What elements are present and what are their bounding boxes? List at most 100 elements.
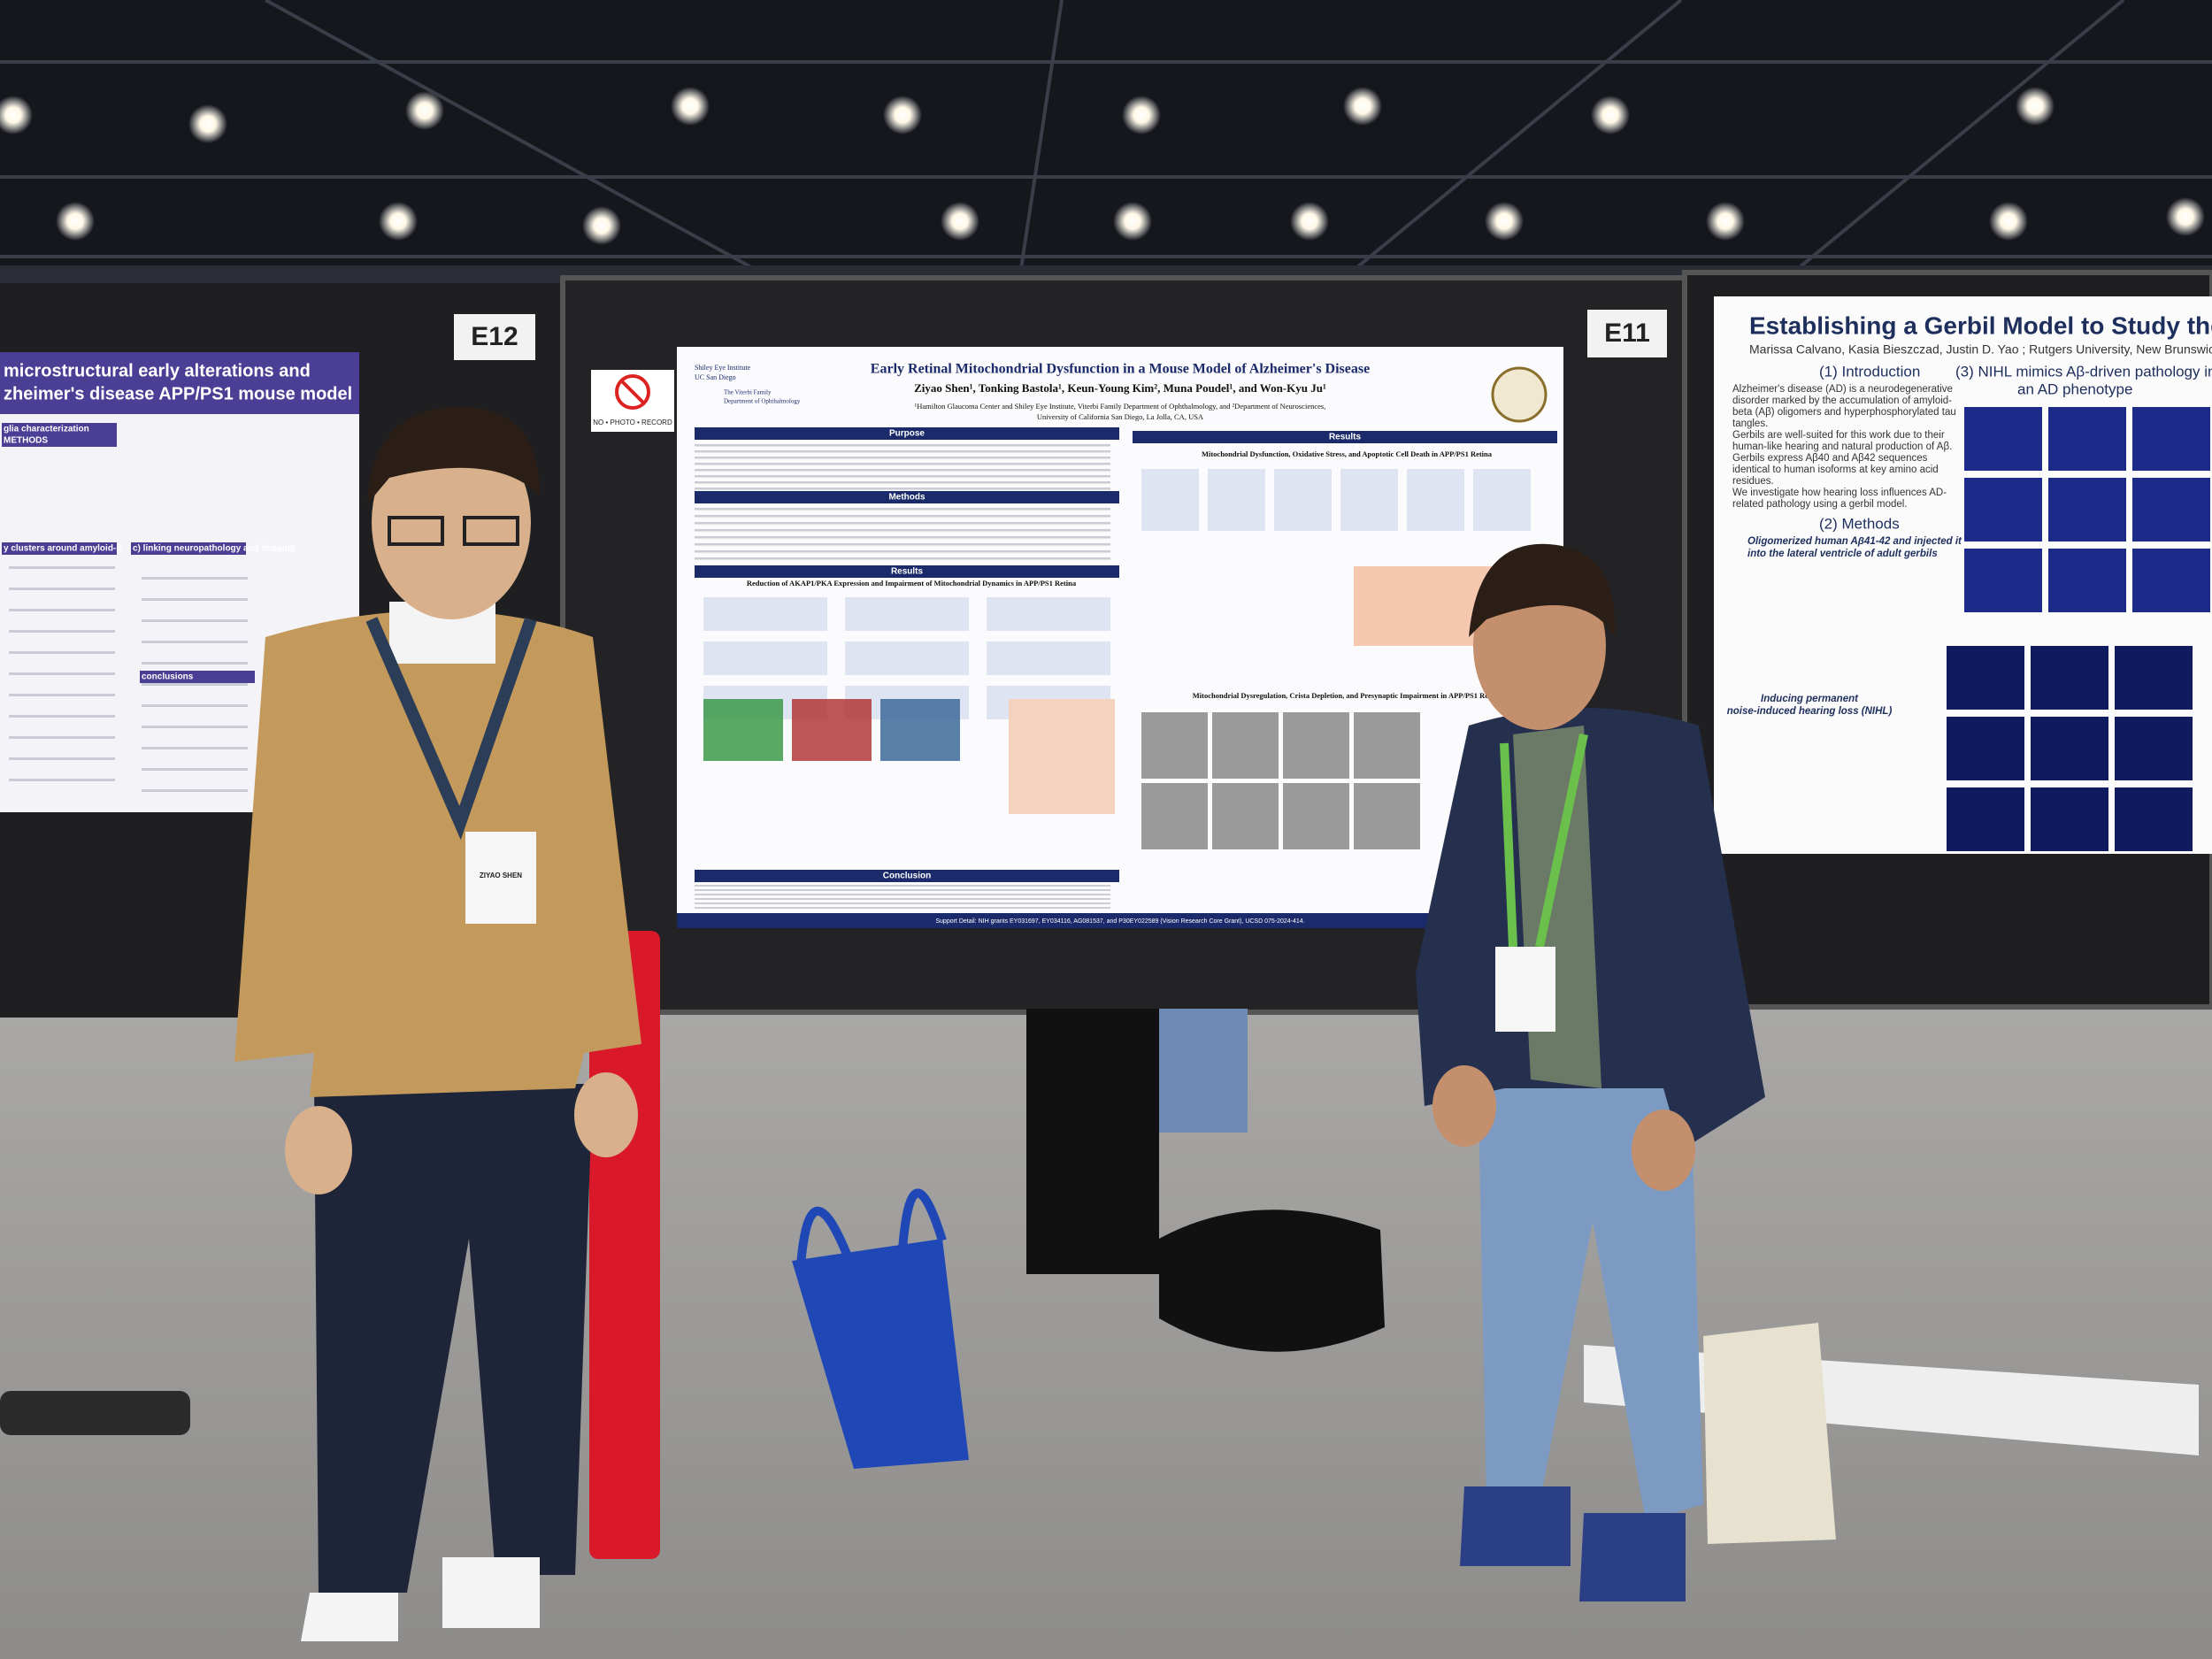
text-line bbox=[695, 522, 1110, 525]
micrograph bbox=[1947, 717, 2024, 780]
caption: Oligomerized human Aβ41-42 and injected … bbox=[1747, 536, 1962, 547]
ceiling-light bbox=[883, 96, 922, 134]
text-line bbox=[142, 641, 248, 643]
ceiling-light bbox=[0, 96, 33, 134]
section-bar bbox=[695, 870, 1119, 882]
micrograph bbox=[703, 699, 783, 761]
logo-text: Shiley Eye Institute bbox=[695, 364, 751, 372]
booth-label-bg bbox=[1587, 310, 1667, 357]
text-line bbox=[695, 457, 1110, 459]
text-line bbox=[9, 736, 115, 739]
text-line bbox=[695, 450, 1110, 453]
micrograph bbox=[880, 699, 960, 761]
text-line bbox=[9, 694, 115, 696]
background-person bbox=[1159, 1009, 1248, 1133]
micrograph bbox=[2031, 646, 2108, 710]
caption: noise-induced hearing loss (NIHL) bbox=[1727, 706, 1893, 717]
bullet-text: Alzheimer's disease (AD) is a neurodegen… bbox=[1732, 384, 1953, 395]
badge bbox=[465, 832, 536, 924]
ceiling-light bbox=[1989, 202, 2028, 241]
figure-panel bbox=[1407, 469, 1464, 531]
poster-heading: c) linking neuropathology and imaging bbox=[133, 544, 296, 554]
micrograph bbox=[1964, 549, 2042, 612]
micrograph bbox=[2048, 549, 2126, 612]
tote-bag bbox=[792, 1239, 969, 1469]
text-line bbox=[9, 651, 115, 654]
text-line bbox=[695, 536, 1110, 539]
text-line bbox=[695, 898, 1110, 900]
text-line bbox=[142, 768, 248, 771]
figure-panel bbox=[845, 597, 969, 631]
backpack bbox=[1159, 1210, 1385, 1352]
hair bbox=[367, 407, 540, 504]
badge-name: ZIYAO SHEN bbox=[480, 872, 522, 879]
figure-panel bbox=[1473, 469, 1531, 531]
text-line bbox=[695, 481, 1110, 484]
heading-bar bbox=[2, 434, 117, 447]
text-line bbox=[695, 463, 1110, 465]
em-image bbox=[1141, 712, 1208, 779]
ceiling-light bbox=[941, 202, 979, 241]
bullet-text: Gerbils are well-suited for this work du… bbox=[1732, 430, 1945, 441]
text-line bbox=[695, 543, 1110, 546]
result-heading: Mitochondrial Dysfunction, Oxidative Str… bbox=[1202, 449, 1493, 458]
poster-title: zheimer's disease APP/PS1 mouse model bbox=[4, 384, 352, 403]
heading-bar bbox=[140, 671, 255, 683]
em-image bbox=[1212, 783, 1279, 849]
text-line bbox=[695, 488, 1110, 490]
micrograph bbox=[2115, 787, 2193, 851]
text-line bbox=[9, 715, 115, 718]
bullet-text: residues. bbox=[1732, 476, 1774, 487]
section-heading: (2) Methods bbox=[1819, 515, 1900, 532]
micrograph bbox=[2132, 478, 2210, 541]
bullet-text: We investigate how hearing loss influenc… bbox=[1732, 488, 1947, 498]
text-line bbox=[142, 726, 248, 728]
figure-panel bbox=[1340, 469, 1398, 531]
ceiling-light bbox=[1290, 202, 1329, 241]
text-line bbox=[695, 444, 1110, 447]
poster-authors: Ziyao Shen¹, Tonking Bastola¹, Keun-Youn… bbox=[914, 381, 1326, 395]
heading-bar bbox=[2, 542, 117, 555]
poster-affiliation: ¹Hamilton Glaucoma Center and Shiley Eye… bbox=[915, 402, 1326, 411]
hand bbox=[574, 1072, 638, 1157]
caption: Inducing permanent bbox=[1761, 694, 1859, 704]
result-heading: Mitochondrial Dysregulation, Crista Depl… bbox=[1193, 691, 1502, 700]
ceiling-light bbox=[2166, 197, 2205, 236]
bullet-text: beta (Aβ) oligomers and hyperphosphoryla… bbox=[1732, 407, 1956, 418]
figure-panel bbox=[703, 597, 827, 631]
text-line bbox=[695, 907, 1110, 909]
ceiling-light bbox=[1485, 202, 1524, 241]
text-line bbox=[695, 475, 1110, 478]
ceiling-lights bbox=[0, 87, 2205, 245]
micrograph bbox=[792, 699, 872, 761]
background-person bbox=[1026, 1009, 1159, 1274]
ceiling-light bbox=[188, 104, 227, 143]
em-image bbox=[1141, 783, 1208, 849]
poster-headings: glia characterization METHODS y clusters a… bbox=[2, 423, 296, 792]
poster-heading: conclusions bbox=[142, 672, 194, 682]
poster-heading: METHODS bbox=[4, 436, 48, 446]
figure-panel bbox=[1208, 469, 1265, 531]
text-line bbox=[9, 757, 115, 760]
em-image bbox=[1283, 712, 1349, 779]
text-line bbox=[9, 630, 115, 633]
text-line bbox=[695, 515, 1110, 518]
text-line bbox=[695, 508, 1110, 511]
caption: into the lateral ventricle of adult gerb… bbox=[1747, 549, 1938, 559]
micrograph bbox=[2115, 646, 2193, 710]
ceiling-light bbox=[405, 91, 444, 130]
text-line bbox=[695, 885, 1110, 887]
micrograph bbox=[2048, 407, 2126, 471]
hand bbox=[1632, 1110, 1695, 1191]
ceiling-light bbox=[582, 206, 621, 245]
logo-text: UC San Diego bbox=[695, 373, 736, 381]
text-line bbox=[142, 598, 248, 601]
no-photo-icon bbox=[615, 374, 650, 410]
micrograph bbox=[2132, 407, 2210, 471]
section-bar bbox=[1133, 431, 1557, 443]
section-bar bbox=[695, 491, 1119, 503]
poster-authors: Marissa Calvano, Kasia Bieszczad, Justin… bbox=[1749, 342, 2212, 357]
glasses bbox=[388, 516, 519, 546]
text-line bbox=[142, 704, 248, 707]
